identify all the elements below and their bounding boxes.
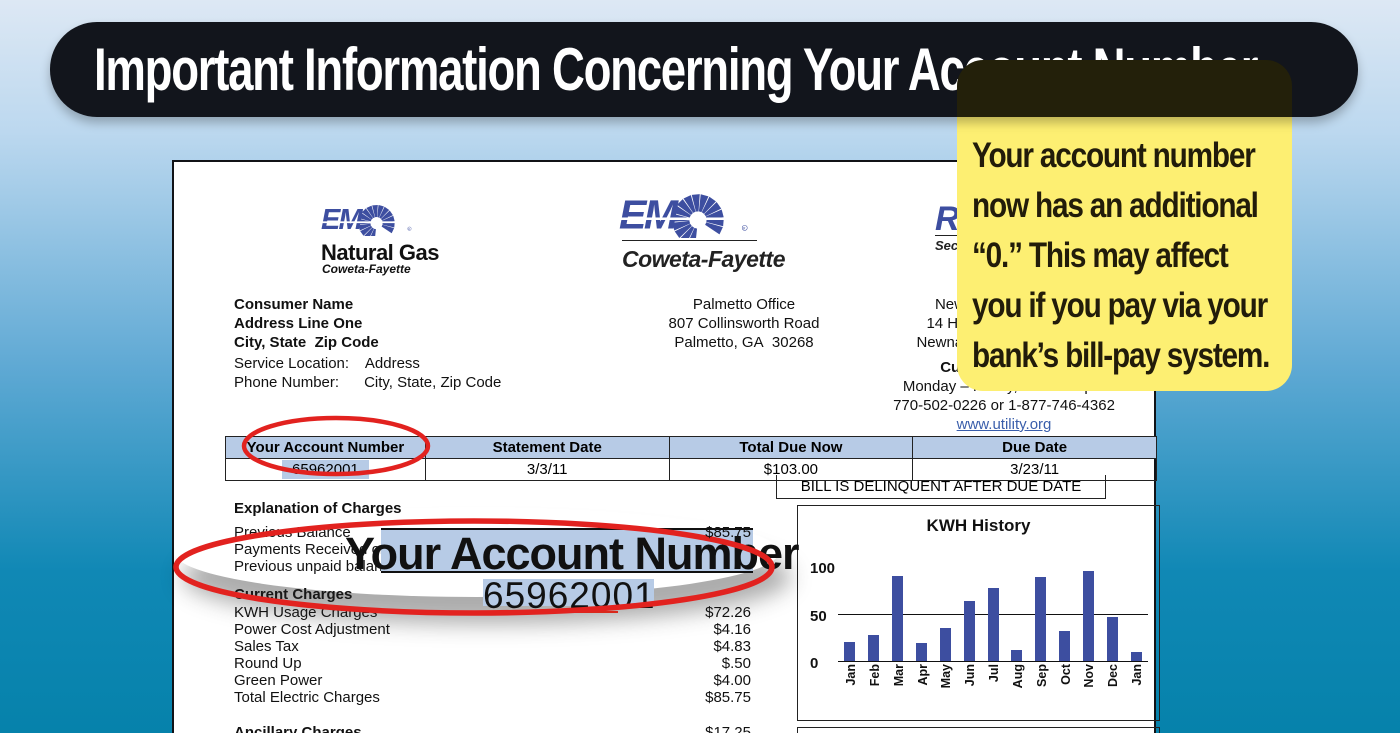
svg-text:EM: EM bbox=[619, 192, 679, 238]
svg-text:EM: EM bbox=[321, 204, 363, 236]
svg-text:R: R bbox=[743, 226, 746, 230]
